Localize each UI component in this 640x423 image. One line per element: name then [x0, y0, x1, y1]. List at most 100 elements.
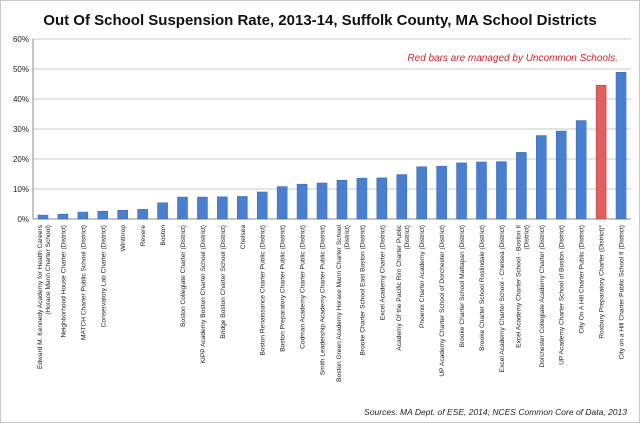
x-tick-label-text: Winthrop — [120, 225, 127, 252]
x-tick-label-text: City On A Hill Charter Public (District) — [579, 225, 586, 333]
x-tick-label: Winthrop — [120, 225, 127, 252]
bar — [536, 135, 547, 220]
y-tick-label: 50% — [13, 65, 29, 74]
x-tick-label-text: Phoenix Charter Academy (District) — [419, 225, 426, 328]
y-axis-ticks: 0% 10% 20% 30% 40% 50% 60% — [13, 35, 29, 224]
bar — [97, 210, 109, 220]
x-tick-label-text: UP Academy Charter School of Boston (Dis… — [559, 225, 566, 365]
x-tick-label: Brooke Charter School Roslindale (Distri… — [479, 225, 486, 351]
bar — [237, 196, 248, 220]
x-tick-label: Phoenix Charter Academy (District) — [419, 225, 426, 328]
x-tick-label-line: Boston Green Academy Horace Mann Charter… — [336, 224, 343, 381]
bar — [57, 213, 69, 220]
x-tick-label: Boston Green Academy Horace Mann Charter… — [336, 224, 351, 381]
x-tick-label-text: Excel Academy Charter School - Chelsea (… — [499, 225, 506, 372]
x-tick-label: Boston Preparatory Charter Public (Distr… — [280, 225, 287, 352]
x-tick-label-text: Brooke Charter School Mattapan (District… — [459, 225, 466, 347]
bar — [575, 120, 587, 220]
x-tick-label: Chelsea — [240, 225, 247, 250]
x-tick-label: Brooke Charter School Mattapan (District… — [459, 225, 466, 347]
x-tick-label-text: Boston Renaissance Charter Public (Distr… — [260, 225, 267, 355]
bar — [376, 177, 388, 220]
x-tick-label-text: Boston — [160, 225, 167, 246]
x-tick-label: Dorchester Collegiate Academy Charter (D… — [539, 225, 546, 368]
x-tick-label: Brooke Charter School East Boston (Distr… — [359, 225, 366, 355]
x-tick-label: Bridge Boston Charter School (District) — [220, 225, 227, 339]
x-tick-label: Boston Collegiate Charter (District) — [180, 225, 187, 327]
x-tick-label: Smith Leadership Academy Charter Public … — [320, 225, 327, 375]
x-tick-label: Edward M. Kennedy Academy for Health Car… — [37, 224, 52, 369]
bar — [516, 152, 527, 220]
x-tick-label-line: (District) — [344, 225, 351, 250]
chart-title: Out Of School Suspension Rate, 2013-14, … — [43, 12, 596, 29]
y-tick-label: 20% — [13, 155, 29, 164]
y-tick-label: 10% — [13, 185, 29, 194]
x-tick-label-line: (Horace Mann Charter School) — [45, 225, 52, 315]
bar — [217, 196, 228, 220]
bar — [416, 166, 427, 220]
x-tick-label-line: (District) — [404, 225, 411, 250]
y-tick-label: 60% — [13, 35, 29, 44]
bar — [496, 161, 507, 220]
x-tick-label-text: Conservatory Lab Charter (District) — [100, 225, 107, 327]
x-tick-label-line: Academy Of the Pacific Rim Charter Publi… — [396, 224, 403, 350]
x-tick-label-text: Brooke Charter School Roslindale (Distri… — [479, 225, 486, 351]
x-tick-label: Boston — [160, 225, 167, 246]
x-tick-label: City On A Hill Charter Public (District) — [579, 225, 586, 333]
source-note: Sources: MA Dept. of ESE, 2014; NCES Com… — [364, 407, 627, 417]
bar — [177, 196, 188, 220]
bar — [117, 210, 128, 220]
x-tick-label-text: City on a Hill Charter Public School II … — [619, 225, 626, 359]
bar — [77, 211, 89, 220]
y-tick-label: 0% — [17, 215, 29, 224]
bar-highlighted — [595, 84, 607, 220]
x-tick-label-text: Neighborhood House Charter (District) — [60, 225, 67, 338]
uncommon-schools-note: Red bars are managed by Uncommon Schools… — [407, 53, 618, 64]
x-tick-label-line: Excel Academy Charter School - Boston II — [515, 225, 522, 348]
x-tick-label: Excel Academy Charter (District) — [379, 225, 386, 320]
x-tick-label: Roxbury Preparatory Charter (District)* — [599, 225, 606, 339]
x-tick-label-text: Excel Academy Charter (District) — [379, 225, 386, 320]
bar — [256, 191, 268, 220]
x-tick-label: KIPP Academy Boston Charter School (Dist… — [200, 225, 207, 363]
bar — [615, 72, 627, 220]
x-tick-label: UP Academy Charter School of Dorchester … — [439, 225, 446, 377]
bars — [37, 72, 627, 220]
x-tick-label: Boston Renaissance Charter Public (Distr… — [260, 225, 267, 355]
bar — [356, 177, 368, 220]
bar — [456, 162, 467, 220]
x-tick-label-text: Bridge Boston Charter School (District) — [220, 225, 227, 339]
bar — [276, 186, 288, 220]
x-tick-label: Conservatory Lab Charter (District) — [100, 225, 107, 327]
x-tick-label: UP Academy Charter School of Boston (Dis… — [559, 225, 566, 365]
x-tick-label: Excel Academy Charter School - Chelsea (… — [499, 225, 506, 372]
y-tick-label: 40% — [13, 95, 29, 104]
bar — [137, 209, 148, 220]
bar — [476, 161, 487, 220]
x-axis-labels: Edward M. Kennedy Academy for Health Car… — [37, 224, 626, 382]
bar — [336, 180, 348, 220]
x-tick-label: Neighborhood House Charter (District) — [60, 225, 67, 338]
x-tick-label: Excel Academy Charter School - Boston II… — [515, 225, 530, 348]
x-tick-label-text: Chelsea — [240, 225, 247, 250]
gridlines — [32, 38, 631, 220]
x-tick-label-text: UP Academy Charter School of Dorchester … — [439, 225, 446, 377]
bar — [436, 165, 447, 220]
x-tick-label-text: MATCH Charter Public School (District) — [80, 225, 87, 340]
x-tick-label: MATCH Charter Public School (District) — [80, 225, 87, 340]
x-tick-label-text: KIPP Academy Boston Charter School (Dist… — [200, 225, 207, 363]
x-tick-label-line: (District) — [523, 225, 530, 250]
bar — [157, 202, 168, 220]
bar — [197, 196, 208, 220]
x-tick-label-text: Roxbury Preparatory Charter (District)* — [599, 225, 606, 339]
bar — [296, 183, 308, 220]
bar — [316, 182, 328, 220]
x-tick-label: Academy Of the Pacific Rim Charter Publi… — [396, 224, 411, 350]
x-tick-label-text: Brooke Charter School East Boston (Distr… — [359, 225, 366, 355]
x-tick-label-text: Boston Collegiate Charter (District) — [180, 225, 187, 327]
x-tick-label-text: Dorchester Collegiate Academy Charter (D… — [539, 225, 546, 368]
bar — [396, 174, 408, 220]
x-tick-label: City on a Hill Charter Public School II … — [619, 225, 626, 359]
